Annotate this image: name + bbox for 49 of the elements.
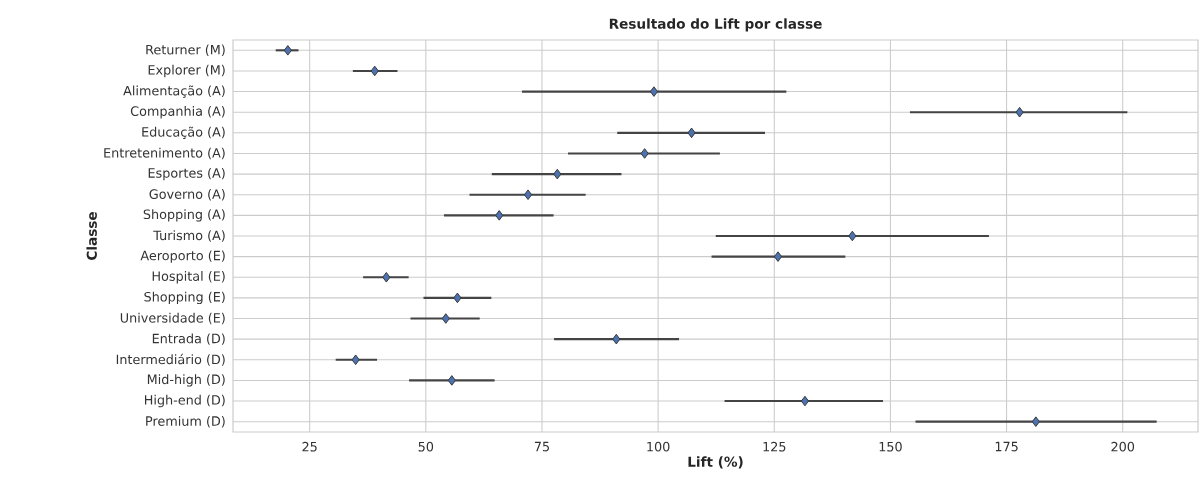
y-tick-label: Aeroporto (E) bbox=[140, 250, 225, 263]
y-tick-label: Explorer (M) bbox=[148, 64, 225, 78]
point bbox=[370, 65, 379, 77]
x-tick-label: 100 bbox=[647, 441, 670, 452]
point bbox=[1031, 416, 1040, 427]
point bbox=[649, 86, 659, 97]
y-tick-label: Esportes (A) bbox=[148, 167, 225, 181]
y-tick-label: High-end (D) bbox=[145, 394, 225, 408]
x-tick-label: 200 bbox=[1111, 441, 1135, 452]
y-tick-label: Entrada (D) bbox=[152, 333, 225, 345]
y-tick-label: Turismo (A) bbox=[153, 230, 225, 242]
x-tick-label: 25 bbox=[302, 441, 317, 452]
point bbox=[523, 189, 533, 200]
y-tick-label: Companhia (A) bbox=[130, 106, 225, 119]
point bbox=[800, 395, 810, 407]
y-tick-label: Universidade (E) bbox=[120, 312, 225, 325]
x-tick-label: 50 bbox=[418, 441, 434, 452]
point bbox=[283, 45, 292, 56]
point bbox=[382, 271, 391, 283]
point bbox=[640, 148, 649, 159]
y-tick-label: Premium (D) bbox=[146, 415, 225, 428]
y-tick-label: Returner (M) bbox=[146, 44, 225, 57]
y-tick-label: Educação (A) bbox=[142, 126, 225, 140]
point bbox=[1015, 106, 1024, 118]
point bbox=[447, 375, 456, 386]
point bbox=[441, 313, 450, 324]
y-tick-label: Mid-high (D) bbox=[147, 374, 225, 387]
x-axis-title: Lift (%) bbox=[688, 456, 743, 469]
y-axis-title: Classe bbox=[86, 212, 97, 260]
y-tick-label: Entretenimento (A) bbox=[104, 147, 225, 160]
y-tick-label: Shopping (A) bbox=[143, 209, 225, 222]
x-tick-label: 150 bbox=[879, 441, 902, 452]
chart-title: Resultado do Lift por classe bbox=[609, 18, 822, 32]
x-tick-label: 175 bbox=[995, 441, 1018, 452]
point bbox=[848, 230, 857, 242]
point bbox=[495, 210, 504, 221]
y-tick-label: Hospital (E) bbox=[152, 271, 225, 284]
point bbox=[351, 354, 360, 366]
point bbox=[453, 292, 462, 304]
y-tick-label: Intermediário (D) bbox=[116, 353, 225, 366]
point bbox=[687, 127, 696, 139]
point bbox=[612, 333, 621, 345]
x-tick-label: 75 bbox=[534, 441, 549, 452]
x-tick-label: 125 bbox=[763, 441, 786, 452]
point bbox=[773, 251, 783, 262]
y-tick-label: Governo (A) bbox=[149, 189, 225, 201]
y-tick-label: Shopping (E) bbox=[144, 291, 225, 305]
y-tick-label: Alimentação (A) bbox=[123, 85, 225, 98]
point bbox=[553, 168, 562, 180]
